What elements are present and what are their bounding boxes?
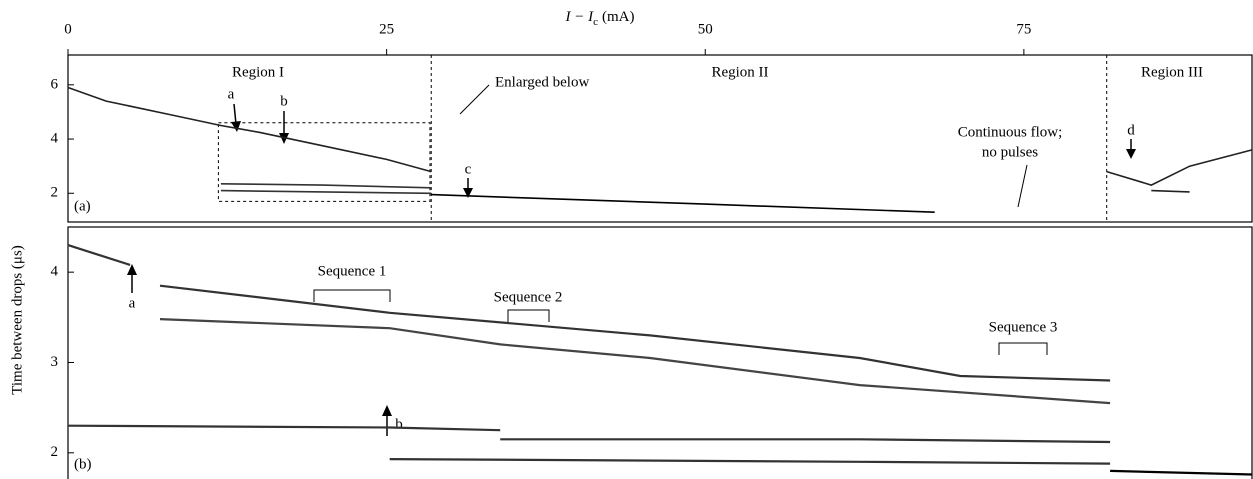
panel-b-frame: [67, 226, 1253, 479]
enlarged-note: Enlarged below: [495, 74, 589, 90]
bracket: [507, 309, 550, 322]
arrow-head: [463, 188, 473, 198]
y-tick-label: 6: [51, 76, 59, 92]
arrow-head: [382, 405, 392, 416]
sequence-label: Sequence 2: [494, 289, 563, 305]
data-line: [159, 284, 1111, 382]
y-tick-label: 4: [51, 130, 59, 146]
marker-label: b: [395, 416, 403, 432]
data-line: [159, 318, 1111, 405]
x-axis-label: I − Ic (mA): [564, 9, 634, 27]
marker-label: a: [129, 295, 136, 311]
arrow-head: [1126, 149, 1136, 159]
sequence-label: Sequence 3: [989, 319, 1058, 335]
bracket: [998, 342, 1048, 355]
x-tick-label: 50: [698, 21, 713, 37]
y-tick-label: 2: [51, 185, 59, 201]
x-label-unit: (mA): [602, 9, 635, 25]
data-line: [1106, 149, 1253, 186]
x-label-sub: c: [593, 16, 598, 28]
region-label: Region III: [1141, 64, 1203, 80]
x-tick-label: 75: [1016, 21, 1031, 37]
y-tick-label: 2: [51, 444, 59, 460]
marker-label: c: [465, 161, 472, 177]
marker-label: a: [228, 86, 235, 102]
y-tick-label: 3: [51, 354, 59, 370]
region-label: Region I: [232, 64, 284, 80]
panel-a-frame: [67, 54, 1253, 223]
arrow: [233, 103, 237, 125]
panel-label: (a): [74, 198, 91, 214]
marker-label: d: [1127, 122, 1135, 138]
y-tick-label: 4: [51, 264, 59, 280]
arrow-head: [127, 264, 137, 275]
data-line: [1151, 189, 1190, 193]
x-tick-label: 0: [64, 21, 72, 37]
x-label-main: I − I: [564, 9, 594, 25]
data-line: [220, 183, 432, 189]
flow-note: Continuous flow;: [958, 124, 1063, 140]
data-line: [1110, 469, 1253, 476]
arrow-head: [231, 121, 241, 132]
data-line: [431, 193, 935, 213]
enlarged-box: [217, 122, 431, 202]
data-line: [67, 244, 131, 266]
flow-note: no pulses: [982, 144, 1038, 160]
data-line: [67, 424, 501, 432]
data-line: [389, 458, 1111, 465]
leader-line: [459, 84, 490, 115]
y-axis-label: Time between drops (μs): [9, 245, 25, 395]
panel-label: (b): [74, 456, 92, 472]
x-tick-label: 25: [379, 21, 394, 37]
data-line: [67, 86, 432, 173]
region-label: Region II: [711, 64, 768, 80]
data-line: [220, 189, 432, 195]
arrow-head: [279, 133, 289, 144]
data-line: [500, 438, 1111, 444]
bracket: [313, 289, 391, 302]
sequence-label: Sequence 1: [318, 263, 387, 279]
leader-line: [1017, 164, 1028, 208]
marker-label: b: [280, 93, 288, 109]
